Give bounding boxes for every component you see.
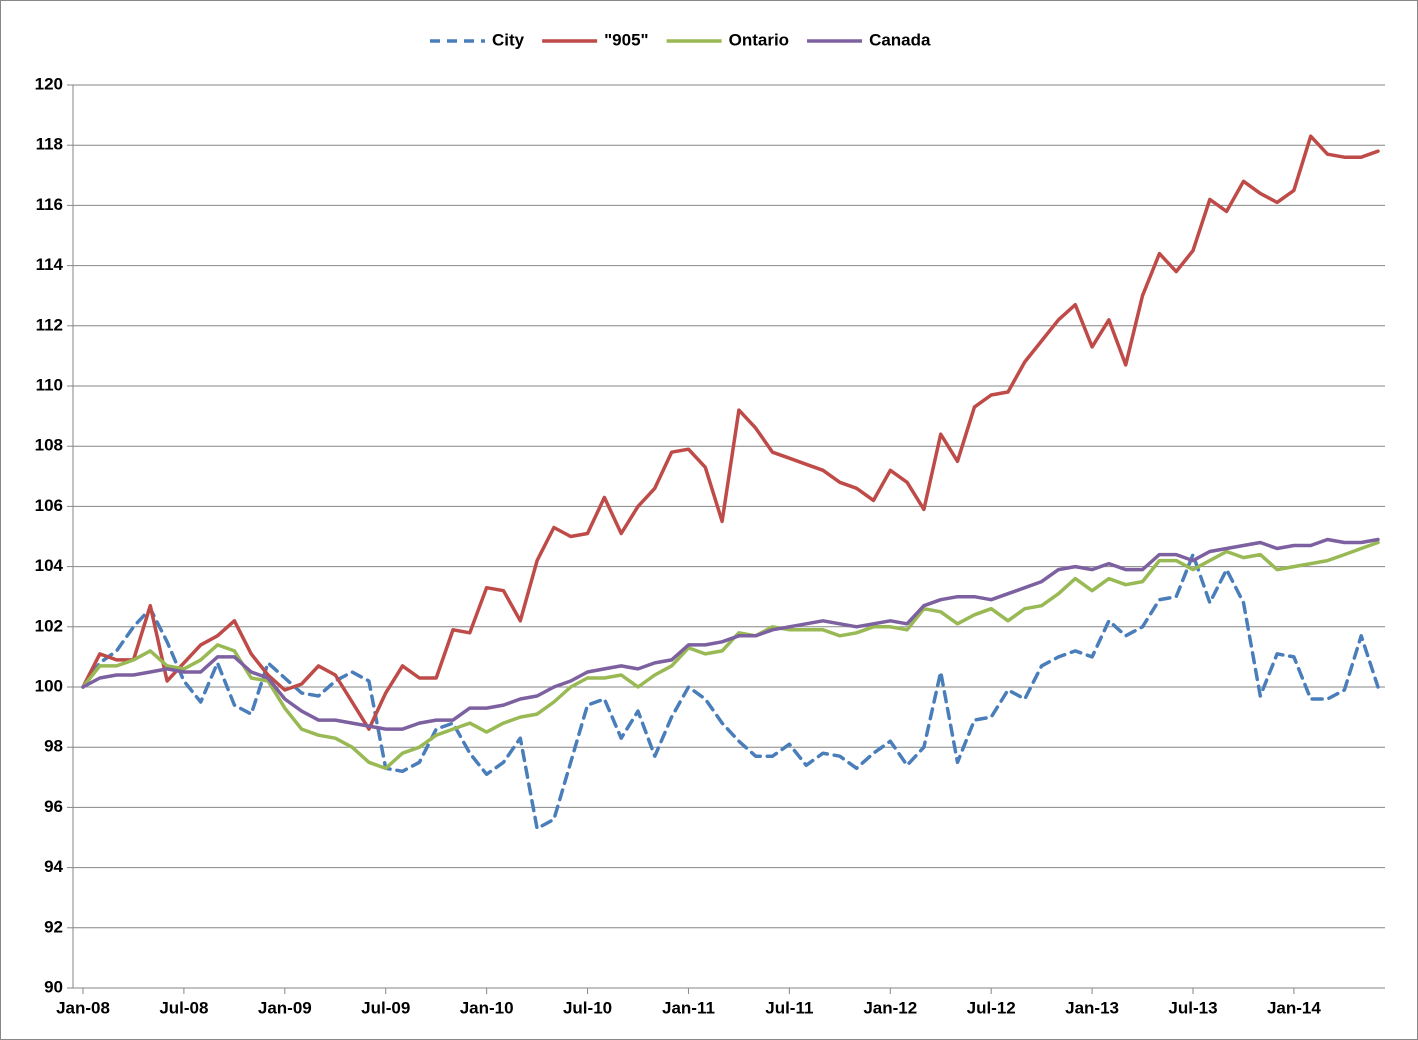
x-tick-label: Jan-08 [56,998,110,1017]
legend-label: Canada [869,30,931,49]
x-tick-label: Jul-09 [361,998,410,1017]
y-tick-label: 114 [36,255,64,274]
x-tick-label: Jan-12 [863,998,917,1017]
y-tick-label: 102 [35,616,63,635]
x-tick-label: Jan-11 [662,998,715,1017]
y-tick-label: 100 [35,676,63,695]
y-tick-label: 90 [44,977,63,996]
y-tick-label: 120 [35,74,63,93]
x-tick-label: Jul-10 [563,998,612,1017]
y-tick-label: 94 [44,857,63,876]
y-tick-label: 108 [35,436,63,455]
series-line [81,540,1380,771]
x-tick-label: Jul-12 [967,998,1016,1017]
y-tick-label: 106 [35,496,63,515]
y-tick-label: 118 [36,135,63,154]
x-tick-label: Jul-08 [159,998,208,1017]
series-line [81,552,1380,831]
x-tick-label: Jan-14 [1267,998,1321,1017]
x-tick-label: Jul-13 [1168,998,1217,1017]
x-tick-label: Jul-11 [765,998,813,1017]
y-tick-label: 110 [36,375,63,394]
y-tick-label: 116 [36,195,63,214]
x-tick-label: Jan-09 [258,998,312,1017]
y-tick-label: 92 [44,917,63,936]
x-tick-label: Jan-10 [460,998,514,1017]
y-tick-label: 98 [44,737,63,756]
y-tick-label: 96 [44,797,63,816]
legend-label: Ontario [729,30,789,49]
legend-label: City [492,30,525,49]
y-tick-label: 104 [35,556,64,575]
series-line [81,537,1380,731]
x-tick-label: Jan-13 [1065,998,1119,1017]
legend-label: "905" [604,30,648,49]
series-line [81,134,1380,731]
y-tick-label: 112 [36,315,63,334]
